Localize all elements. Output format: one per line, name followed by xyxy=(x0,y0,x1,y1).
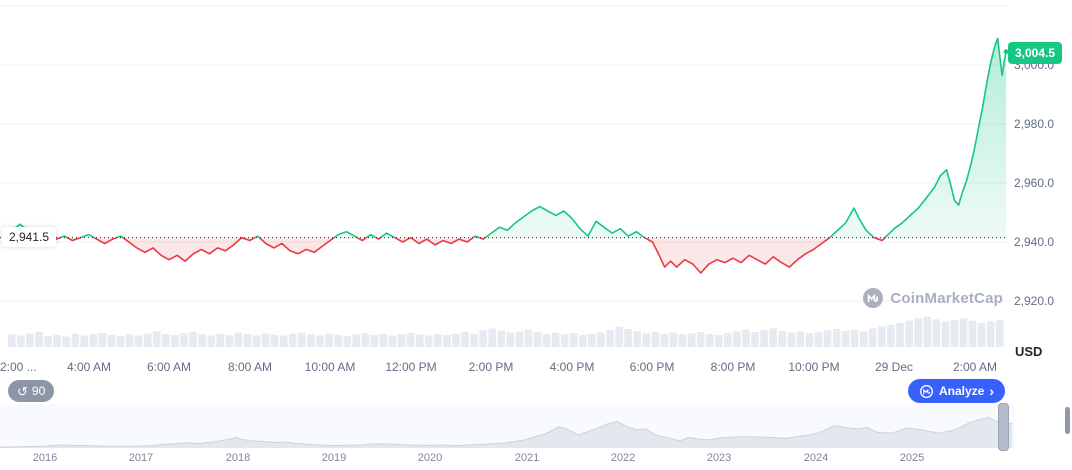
currency-unit-toggle[interactable]: USD xyxy=(1015,344,1043,359)
x-axis-label: 29 Dec xyxy=(874,360,914,374)
vertical-scrollbar-thumb[interactable] xyxy=(1065,407,1070,434)
y-axis-label: 2,960.0 xyxy=(1014,176,1055,190)
navigator-year-label: 2025 xyxy=(899,452,925,464)
analyze-button[interactable]: Analyze › xyxy=(907,379,1005,403)
x-axis-label: 2:00 PM xyxy=(468,360,514,374)
x-axis-label: 10:00 AM xyxy=(304,360,356,374)
x-axis-label: 2:00 ... xyxy=(0,360,37,374)
navigator-canvas[interactable] xyxy=(0,404,1014,448)
chevron-right-icon: › xyxy=(989,382,994,399)
y-axis-label: 2,980.0 xyxy=(1014,117,1055,131)
navigator-year-label: 2021 xyxy=(514,452,540,464)
range-navigator[interactable] xyxy=(0,404,1014,448)
x-axis-label: 10:00 PM xyxy=(788,360,840,374)
x-axis-label: 12:00 PM xyxy=(385,360,437,374)
x-axis-label: 8:00 PM xyxy=(710,360,756,374)
navigator-year-label: 2023 xyxy=(706,452,732,464)
coinmarketcap-logo-icon xyxy=(863,288,884,308)
navigator-year-label: 2018 xyxy=(225,452,251,464)
navigator-year-label: 2024 xyxy=(803,452,829,464)
coinmarketcap-watermark: CoinMarketCap xyxy=(863,288,1003,308)
x-axis-label: 6:00 AM xyxy=(146,360,192,374)
x-axis-label: 4:00 AM xyxy=(66,360,112,374)
x-axis-label: 2:00 AM xyxy=(952,360,998,374)
history-icon: ↺ xyxy=(17,383,28,399)
baseline-price-label: 2,941.5 xyxy=(2,227,57,248)
navigator-year-label: 2017 xyxy=(128,452,154,464)
navigator-year-label: 2016 xyxy=(32,452,58,464)
last-price-badge: 3,004.5 xyxy=(1008,41,1062,64)
x-axis-label: 6:00 PM xyxy=(629,360,675,374)
navigator-year-label: 2022 xyxy=(610,452,636,464)
y-axis-label: 2,940.0 xyxy=(1014,235,1055,249)
analyze-logo-icon xyxy=(920,384,933,398)
watermark-text: CoinMarketCap xyxy=(890,289,1003,307)
navigator-year-label: 2019 xyxy=(321,452,347,464)
history-count-badge[interactable]: ↺ 90 xyxy=(8,380,55,402)
y-axis-label: 2,920.0 xyxy=(1014,294,1055,308)
x-axis-label: 8:00 AM xyxy=(227,360,273,374)
analyze-label: Analyze xyxy=(938,384,985,398)
navigator-year-label: 2020 xyxy=(417,452,443,464)
history-count: 90 xyxy=(31,384,46,398)
price-chart-canvas[interactable] xyxy=(0,0,1072,350)
x-axis-label: 4:00 PM xyxy=(549,360,595,374)
navigator-range-handle[interactable] xyxy=(998,403,1009,451)
